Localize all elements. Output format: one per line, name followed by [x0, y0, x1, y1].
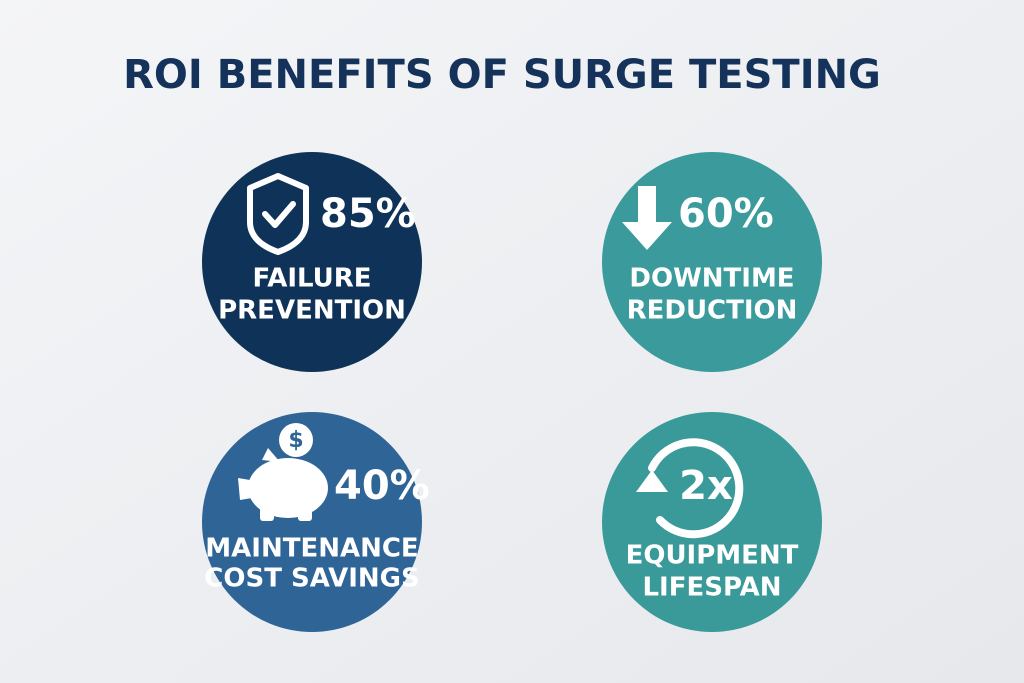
label: DOWNTIME [629, 264, 794, 294]
label: COST SAVINGS [204, 564, 419, 594]
label: MAINTENANCE [205, 534, 418, 564]
circle [602, 152, 822, 372]
cycle-arrowhead [636, 470, 668, 492]
card-maintenance: $ 40% MAINTENANCE COST SAVINGS [202, 412, 430, 632]
label: EQUIPMENT [626, 541, 799, 571]
coin-symbol: $ [288, 428, 303, 453]
piggy-snout [238, 478, 252, 500]
label: REDUCTION [627, 296, 798, 326]
value: 60% [678, 191, 774, 237]
piggy-ear [262, 448, 280, 462]
circle [202, 152, 422, 372]
down-arrow-icon [622, 186, 672, 250]
check-icon [262, 201, 296, 228]
cycle-icon [648, 438, 744, 539]
value: 85% [320, 191, 416, 237]
circle [202, 412, 422, 632]
card-lifespan: 2x EQUIPMENT LIFESPAN [602, 412, 822, 632]
label: PREVENTION [218, 296, 406, 326]
piggy-leg [298, 505, 312, 521]
label: FAILURE [252, 264, 371, 294]
label: LIFESPAN [642, 573, 781, 603]
coin-icon [279, 423, 313, 457]
value: 40% [334, 463, 430, 509]
card-downtime: 60% DOWNTIME REDUCTION [602, 152, 822, 372]
piggy-leg [260, 505, 274, 521]
shield-icon [247, 173, 309, 255]
piggy-icon [248, 458, 328, 518]
title: ROI BENEFITS OF SURGE TESTING [123, 52, 881, 98]
card-failure: 85% FAILURE PREVENTION [202, 152, 422, 372]
value: 2x [679, 463, 733, 509]
